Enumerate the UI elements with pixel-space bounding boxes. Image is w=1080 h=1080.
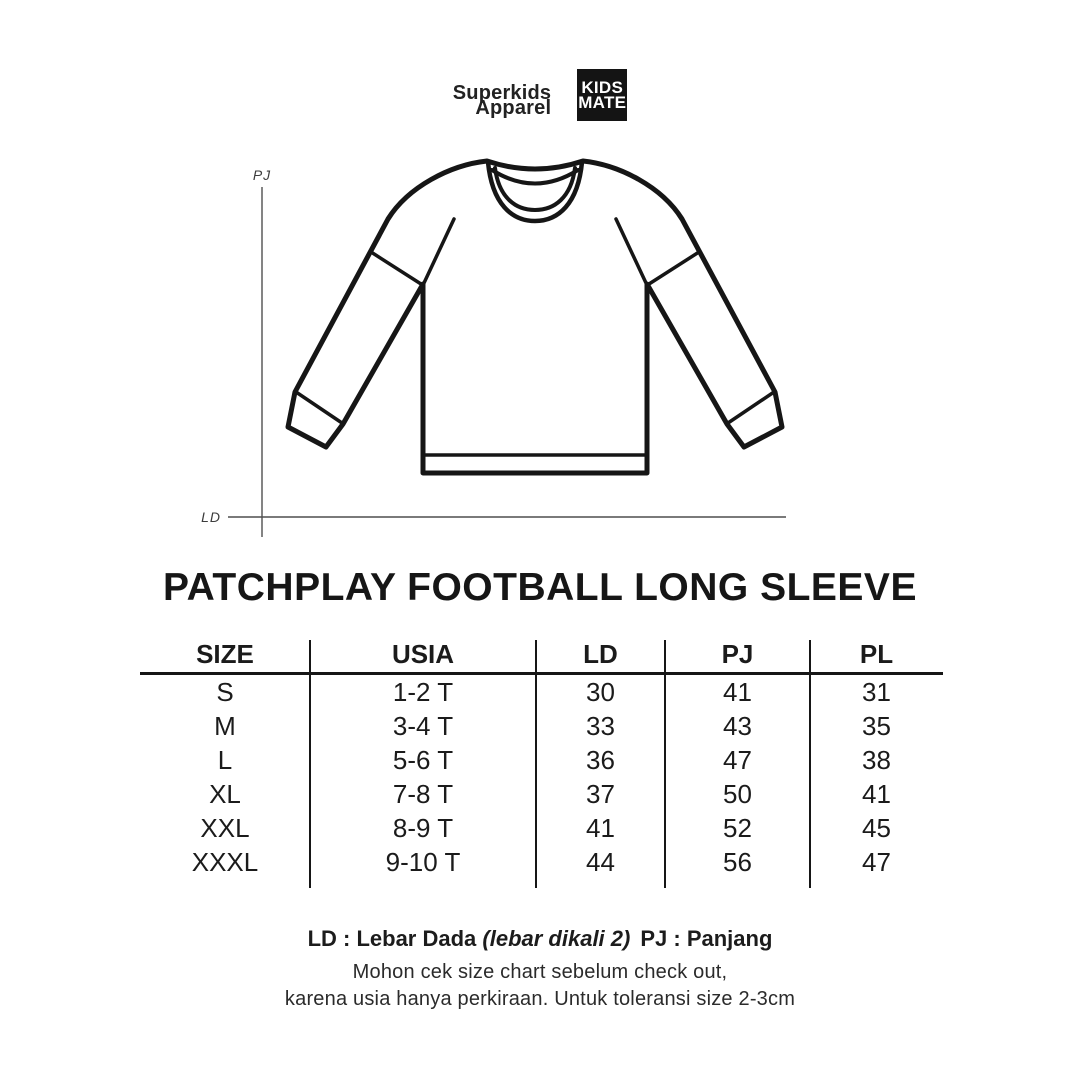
dimension-lines — [228, 187, 786, 537]
table-row: XXL 8-9 T 41 52 45 — [140, 811, 943, 845]
column-divider — [309, 640, 311, 888]
brand-header: Superkids Apparel KIDS MATE — [0, 69, 1080, 121]
product-title: PATCHPLAY FOOTBALL LONG SLEEVE — [163, 566, 917, 609]
right-cuff-seam — [726, 390, 776, 425]
size-table: SIZE USIA LD PJ PL S 1-2 T 30 41 31 M 3-4 T 33 4… — [140, 636, 943, 888]
column-header-usia: USIA — [391, 638, 455, 669]
table-cell: 36 — [586, 744, 615, 775]
table-cell: S — [216, 676, 234, 707]
column-header-pl: PL — [859, 638, 894, 669]
legend-pj-label: PJ : Panjang — [640, 926, 773, 951]
table-cell: 47 — [723, 744, 752, 775]
shirt-drawing — [285, 158, 785, 476]
left-armhole-seam — [422, 217, 456, 285]
table-cell: 38 — [862, 744, 891, 775]
table-cell: 33 — [586, 710, 615, 741]
table-cell: XL — [209, 778, 241, 809]
shirt-seams — [294, 217, 776, 457]
pj-dimension-label: PJ — [253, 167, 271, 183]
table-cell: 37 — [586, 778, 615, 809]
table-cell: 7-8 T — [392, 778, 454, 809]
table-cell: 41 — [586, 812, 615, 843]
column-header-pj: PJ — [721, 638, 754, 669]
kidsmate-logo: KIDS MATE — [577, 69, 628, 121]
left-cuff-seam — [294, 390, 344, 425]
table-cell: L — [217, 744, 233, 775]
disclaimer-line2: karena usia hanya perkiraan. Untuk toler… — [284, 988, 796, 1010]
left-short-sleeve-hem — [369, 250, 423, 286]
brand-wordmark-line1: Superkids — [452, 82, 552, 104]
collar-back-seam — [490, 168, 580, 186]
table-cell: 5-6 T — [392, 744, 454, 775]
disclaimer-notes: Mohon cek size chart sebelum check out, … — [0, 959, 1080, 1013]
table-cell: 1-2 T — [392, 676, 454, 707]
table-cell: 9-10 T — [385, 846, 461, 877]
table-cell: 3-4 T — [392, 710, 454, 741]
legend-ld-note: (lebar dikali 2) — [482, 926, 631, 951]
right-short-sleeve-hem — [647, 250, 701, 286]
garment-diagram: PJ LD — [180, 140, 800, 545]
table-row: L 5-6 T 36 47 38 — [140, 743, 943, 777]
table-cell: 41 — [862, 778, 891, 809]
table-cell: 43 — [723, 710, 752, 741]
column-divider — [664, 640, 666, 888]
column-divider — [809, 640, 811, 888]
table-cell: 30 — [586, 676, 615, 707]
brand-wordmark: Superkids Apparel — [452, 74, 552, 119]
shirt-silhouette — [285, 158, 785, 476]
brand-wordmark-line2: Apparel — [475, 97, 552, 119]
table-cell: 52 — [723, 812, 752, 843]
table-cell: 45 — [862, 812, 891, 843]
table-row: XL 7-8 T 37 50 41 — [140, 777, 943, 811]
table-cell: 8-9 T — [392, 812, 454, 843]
table-cell: 31 — [862, 676, 891, 707]
table-cell: 41 — [723, 676, 752, 707]
collar-outer-curve — [485, 159, 585, 224]
table-cell: 56 — [723, 846, 752, 877]
column-header-ld: LD — [583, 638, 618, 669]
table-cell: 35 — [862, 710, 891, 741]
table-row: XXXL 9-10 T 44 56 47 — [140, 845, 943, 879]
ld-dimension-label: LD — [201, 509, 221, 525]
table-cell: 44 — [586, 846, 615, 877]
kidsmate-logo-line2: MATE — [578, 93, 627, 112]
table-cell: XXXL — [191, 846, 259, 877]
table-cell: 50 — [723, 778, 752, 809]
size-table-body: S 1-2 T 30 41 31 M 3-4 T 33 43 35 L 5-6 T 36 47 38 XL 7-… — [140, 675, 943, 879]
measurement-legend: LD : Lebar Dada (lebar dikali 2) PJ : Pan… — [0, 926, 1080, 952]
size-table-header: SIZE USIA LD PJ PL — [140, 636, 943, 675]
column-header-size: SIZE — [196, 638, 254, 669]
table-row: M 3-4 T 33 43 35 — [140, 709, 943, 743]
legend-ld-label: LD : Lebar Dada — [307, 926, 477, 951]
column-divider — [535, 640, 537, 888]
right-armhole-seam — [614, 217, 648, 285]
table-row: S 1-2 T 30 41 31 — [140, 675, 943, 709]
collar-inner-seam — [493, 166, 577, 212]
table-cell: M — [214, 710, 236, 741]
table-cell: XXL — [200, 812, 250, 843]
disclaimer-line1: Mohon cek size chart sebelum check out, — [352, 961, 728, 983]
table-cell: 47 — [862, 846, 891, 877]
kidsmate-logo-line1: KIDS — [581, 78, 624, 97]
